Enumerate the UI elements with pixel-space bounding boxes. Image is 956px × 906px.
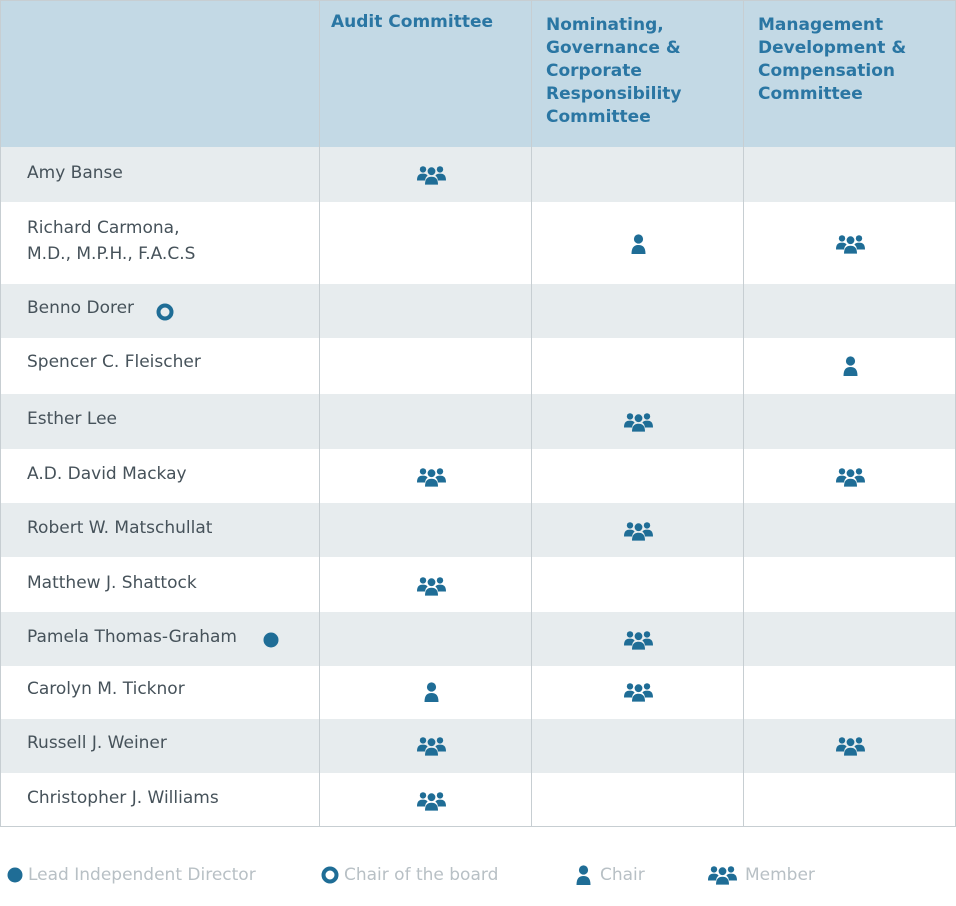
member-icon: [624, 521, 653, 541]
table-row: Esther Lee: [1, 394, 955, 449]
table-row: Spencer C. Fleischer: [1, 338, 955, 394]
column-header-line: Responsibility: [546, 84, 682, 104]
table-row: Carolyn M. Ticknor: [1, 666, 955, 719]
column-header-1: Audit Committee: [331, 1, 493, 147]
table-row: Richard Carmona, M.D., M.P.H., F.A.C.S: [1, 202, 955, 284]
column-header-line: Nominating,: [546, 15, 664, 35]
chair-icon: [424, 682, 439, 702]
chair-icon: [576, 865, 591, 885]
director-name-line: Richard Carmona,: [27, 218, 180, 238]
chair-of-board-icon: [156, 303, 174, 321]
column-header-line: Management: [758, 15, 884, 35]
committee-table: Audit Committee Nominating, Governance & Co…: [0, 0, 956, 827]
director-name-line: Benno Dorer: [27, 298, 135, 318]
column-header-line: Compensation: [758, 61, 895, 81]
chair-icon: [843, 356, 858, 376]
lead-independent-director-icon: [263, 632, 279, 648]
director-name: A.D. David Mackay: [27, 461, 187, 487]
director-name-line: Robert W. Matschullat: [27, 518, 213, 538]
member-icon: [836, 234, 865, 254]
chair-of-board-icon: [321, 866, 339, 884]
member-icon: [417, 736, 446, 756]
column-header-line: Committee: [546, 107, 651, 127]
member-icon: [417, 165, 446, 185]
member-icon: [624, 412, 653, 432]
column-divider: [743, 1, 744, 826]
director-name-line: Spencer C. Fleischer: [27, 352, 201, 372]
director-name: Richard Carmona, M.D., M.P.H., F.A.C.S: [27, 215, 195, 267]
director-name: Matthew J. Shattock: [27, 570, 197, 596]
director-name-line: Amy Banse: [27, 163, 123, 183]
member-icon: [836, 467, 865, 487]
director-name-line: Russell J. Weiner: [27, 733, 167, 753]
column-header-line: Committee: [758, 84, 863, 104]
director-name-line: Esther Lee: [27, 409, 117, 429]
table-row: Matthew J. Shattock: [1, 557, 955, 612]
column-divider: [319, 1, 320, 826]
table-row: A.D. David Mackay: [1, 449, 955, 503]
director-name: Robert W. Matschullat: [27, 515, 212, 541]
column-header-line: Governance &: [546, 38, 681, 58]
director-name: Russell J. Weiner: [27, 730, 167, 756]
table-row: Russell J. Weiner: [1, 719, 955, 773]
table-row: Amy Banse: [1, 147, 955, 202]
member-icon: [624, 682, 653, 702]
director-name: Spencer C. Fleischer: [27, 349, 201, 375]
member-icon: [417, 791, 446, 811]
column-divider: [531, 1, 532, 826]
table-header: Audit Committee Nominating, Governance & Co…: [1, 1, 955, 147]
director-name: Carolyn M. Ticknor: [27, 676, 185, 702]
table-row: Christopher J. Williams: [1, 773, 955, 826]
member-icon: [836, 736, 865, 756]
column-header-line: Development &: [758, 38, 907, 58]
director-name-line: A.D. David Mackay: [27, 464, 187, 484]
column-header-line: Audit Committee: [331, 12, 494, 32]
member-icon: [708, 865, 737, 885]
director-name: Amy Banse: [27, 160, 123, 186]
legend-label: Chair of the board: [344, 865, 499, 885]
column-header-3: Management Development & Compensation Commi…: [758, 1, 906, 147]
table-row: Pamela Thomas-Graham: [1, 612, 955, 666]
director-name: Christopher J. Williams: [27, 785, 219, 811]
director-name: Pamela Thomas-Graham: [27, 624, 237, 650]
column-header-line: Corporate: [546, 61, 642, 81]
lead-independent-director-icon: [7, 867, 23, 883]
table-row: Robert W. Matschullat: [1, 503, 955, 557]
table-row: Benno Dorer: [1, 284, 955, 338]
member-icon: [417, 467, 446, 487]
column-header-2: Nominating, Governance & Corporate Responsi…: [546, 1, 682, 147]
member-icon: [624, 630, 653, 650]
director-name-line: Carolyn M. Ticknor: [27, 679, 185, 699]
chair-icon: [631, 234, 646, 254]
director-name: Benno Dorer: [27, 295, 134, 321]
legend-label: Chair: [600, 865, 645, 885]
legend-label: Lead Independent Director: [28, 865, 256, 885]
director-name-line: Pamela Thomas-Graham: [27, 627, 237, 647]
director-name-line: Christopher J. Williams: [27, 788, 219, 808]
member-icon: [417, 576, 446, 596]
legend-label: Member: [745, 865, 815, 885]
director-name-line: M.D., M.P.H., F.A.C.S: [27, 244, 196, 264]
director-name-line: Matthew J. Shattock: [27, 573, 197, 593]
director-name: Esther Lee: [27, 406, 117, 432]
